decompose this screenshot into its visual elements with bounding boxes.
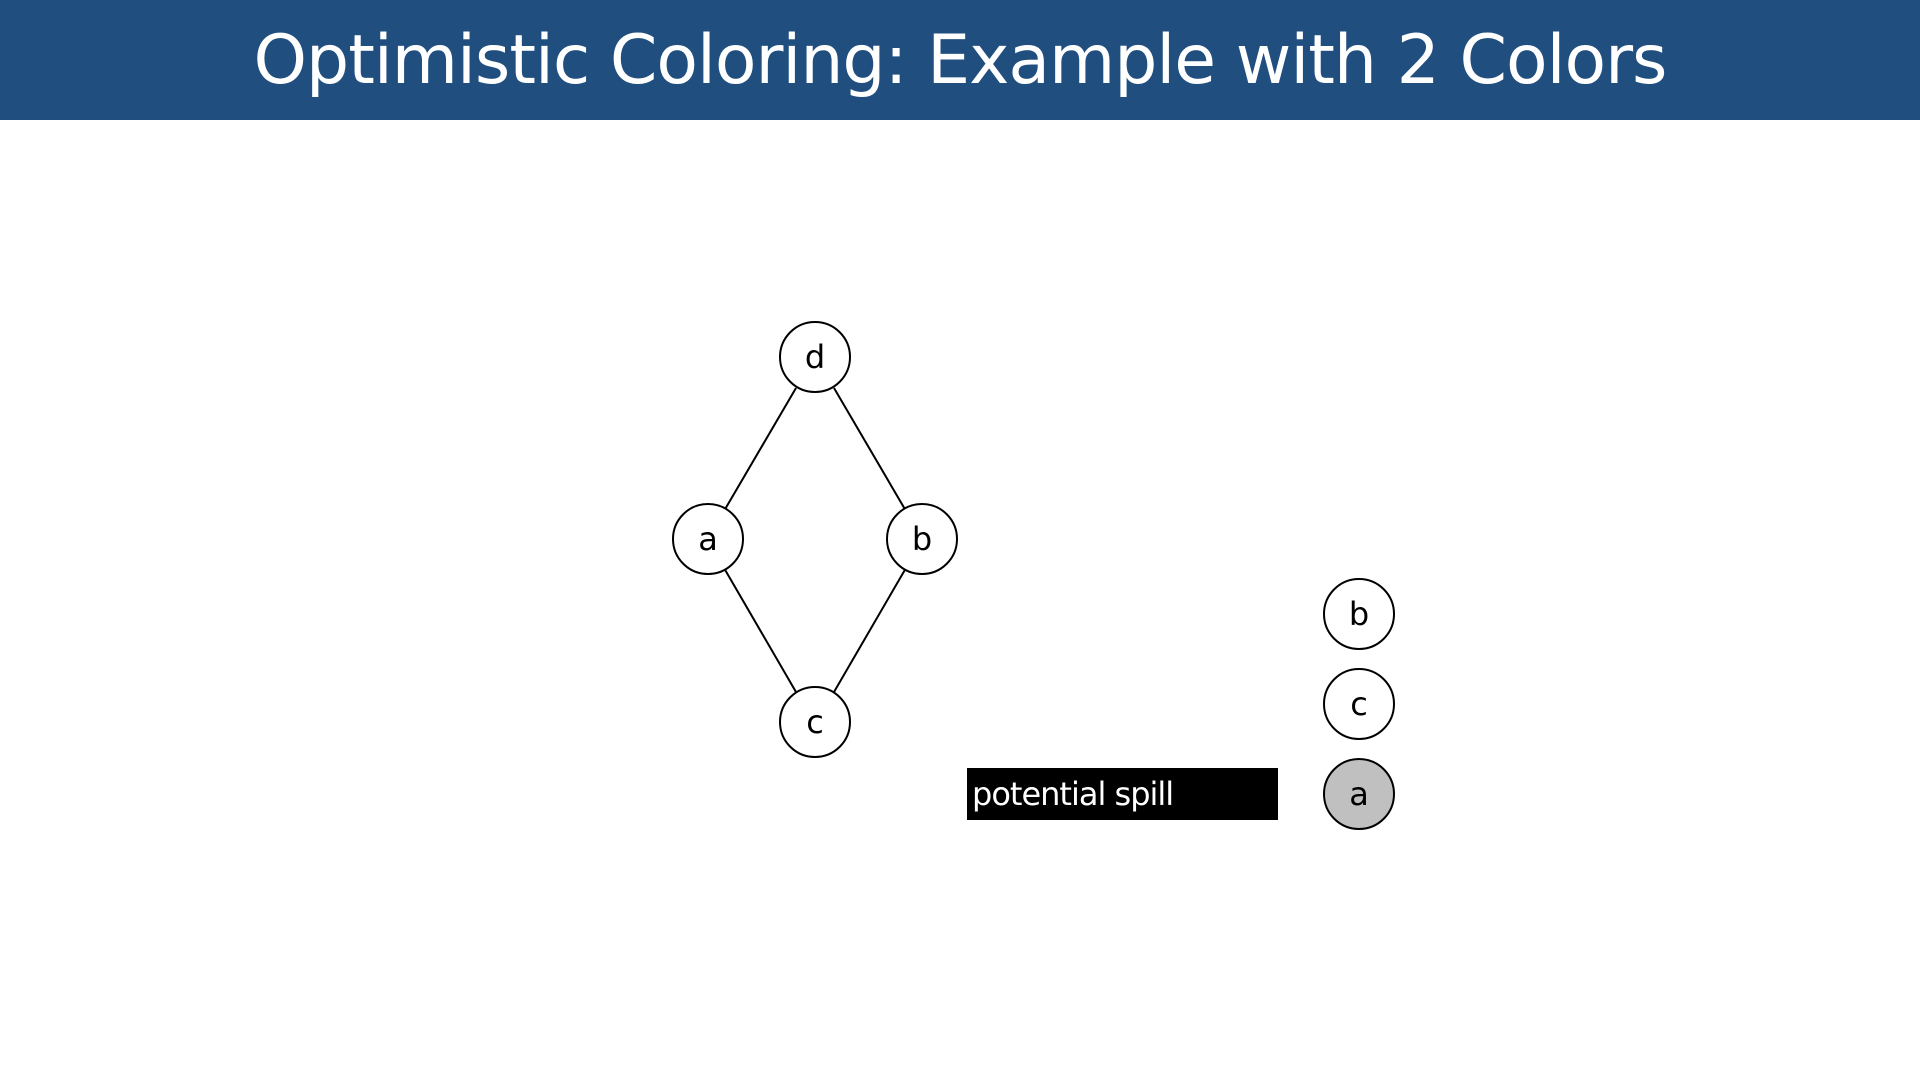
slide-title: Optimistic Coloring: Example with 2 Colo… [253,20,1668,100]
graph-node-c: c [779,686,851,758]
graph-node-d: d [779,321,851,393]
edge-a-c [723,567,797,693]
stack-label-b: b [1349,595,1369,633]
stack-node-a-spilled: a [1323,758,1395,830]
edge-b-c [833,567,907,693]
node-label-a: a [698,520,718,558]
node-label-c: c [806,703,824,741]
graph-node-b: b [886,503,958,575]
stack-node-c: c [1323,668,1395,740]
edge-d-b [833,387,907,512]
node-label-d: d [805,338,825,376]
node-label-b: b [912,520,932,558]
stack-label-a: a [1349,775,1369,813]
title-bar: Optimistic Coloring: Example with 2 Colo… [0,0,1920,120]
stack-node-b: b [1323,578,1395,650]
potential-spill-label-box: potential spill [967,768,1278,820]
graph-node-a: a [672,503,744,575]
potential-spill-label: potential spill [972,775,1174,813]
stack-label-c: c [1350,685,1368,723]
edge-d-a [723,387,797,512]
